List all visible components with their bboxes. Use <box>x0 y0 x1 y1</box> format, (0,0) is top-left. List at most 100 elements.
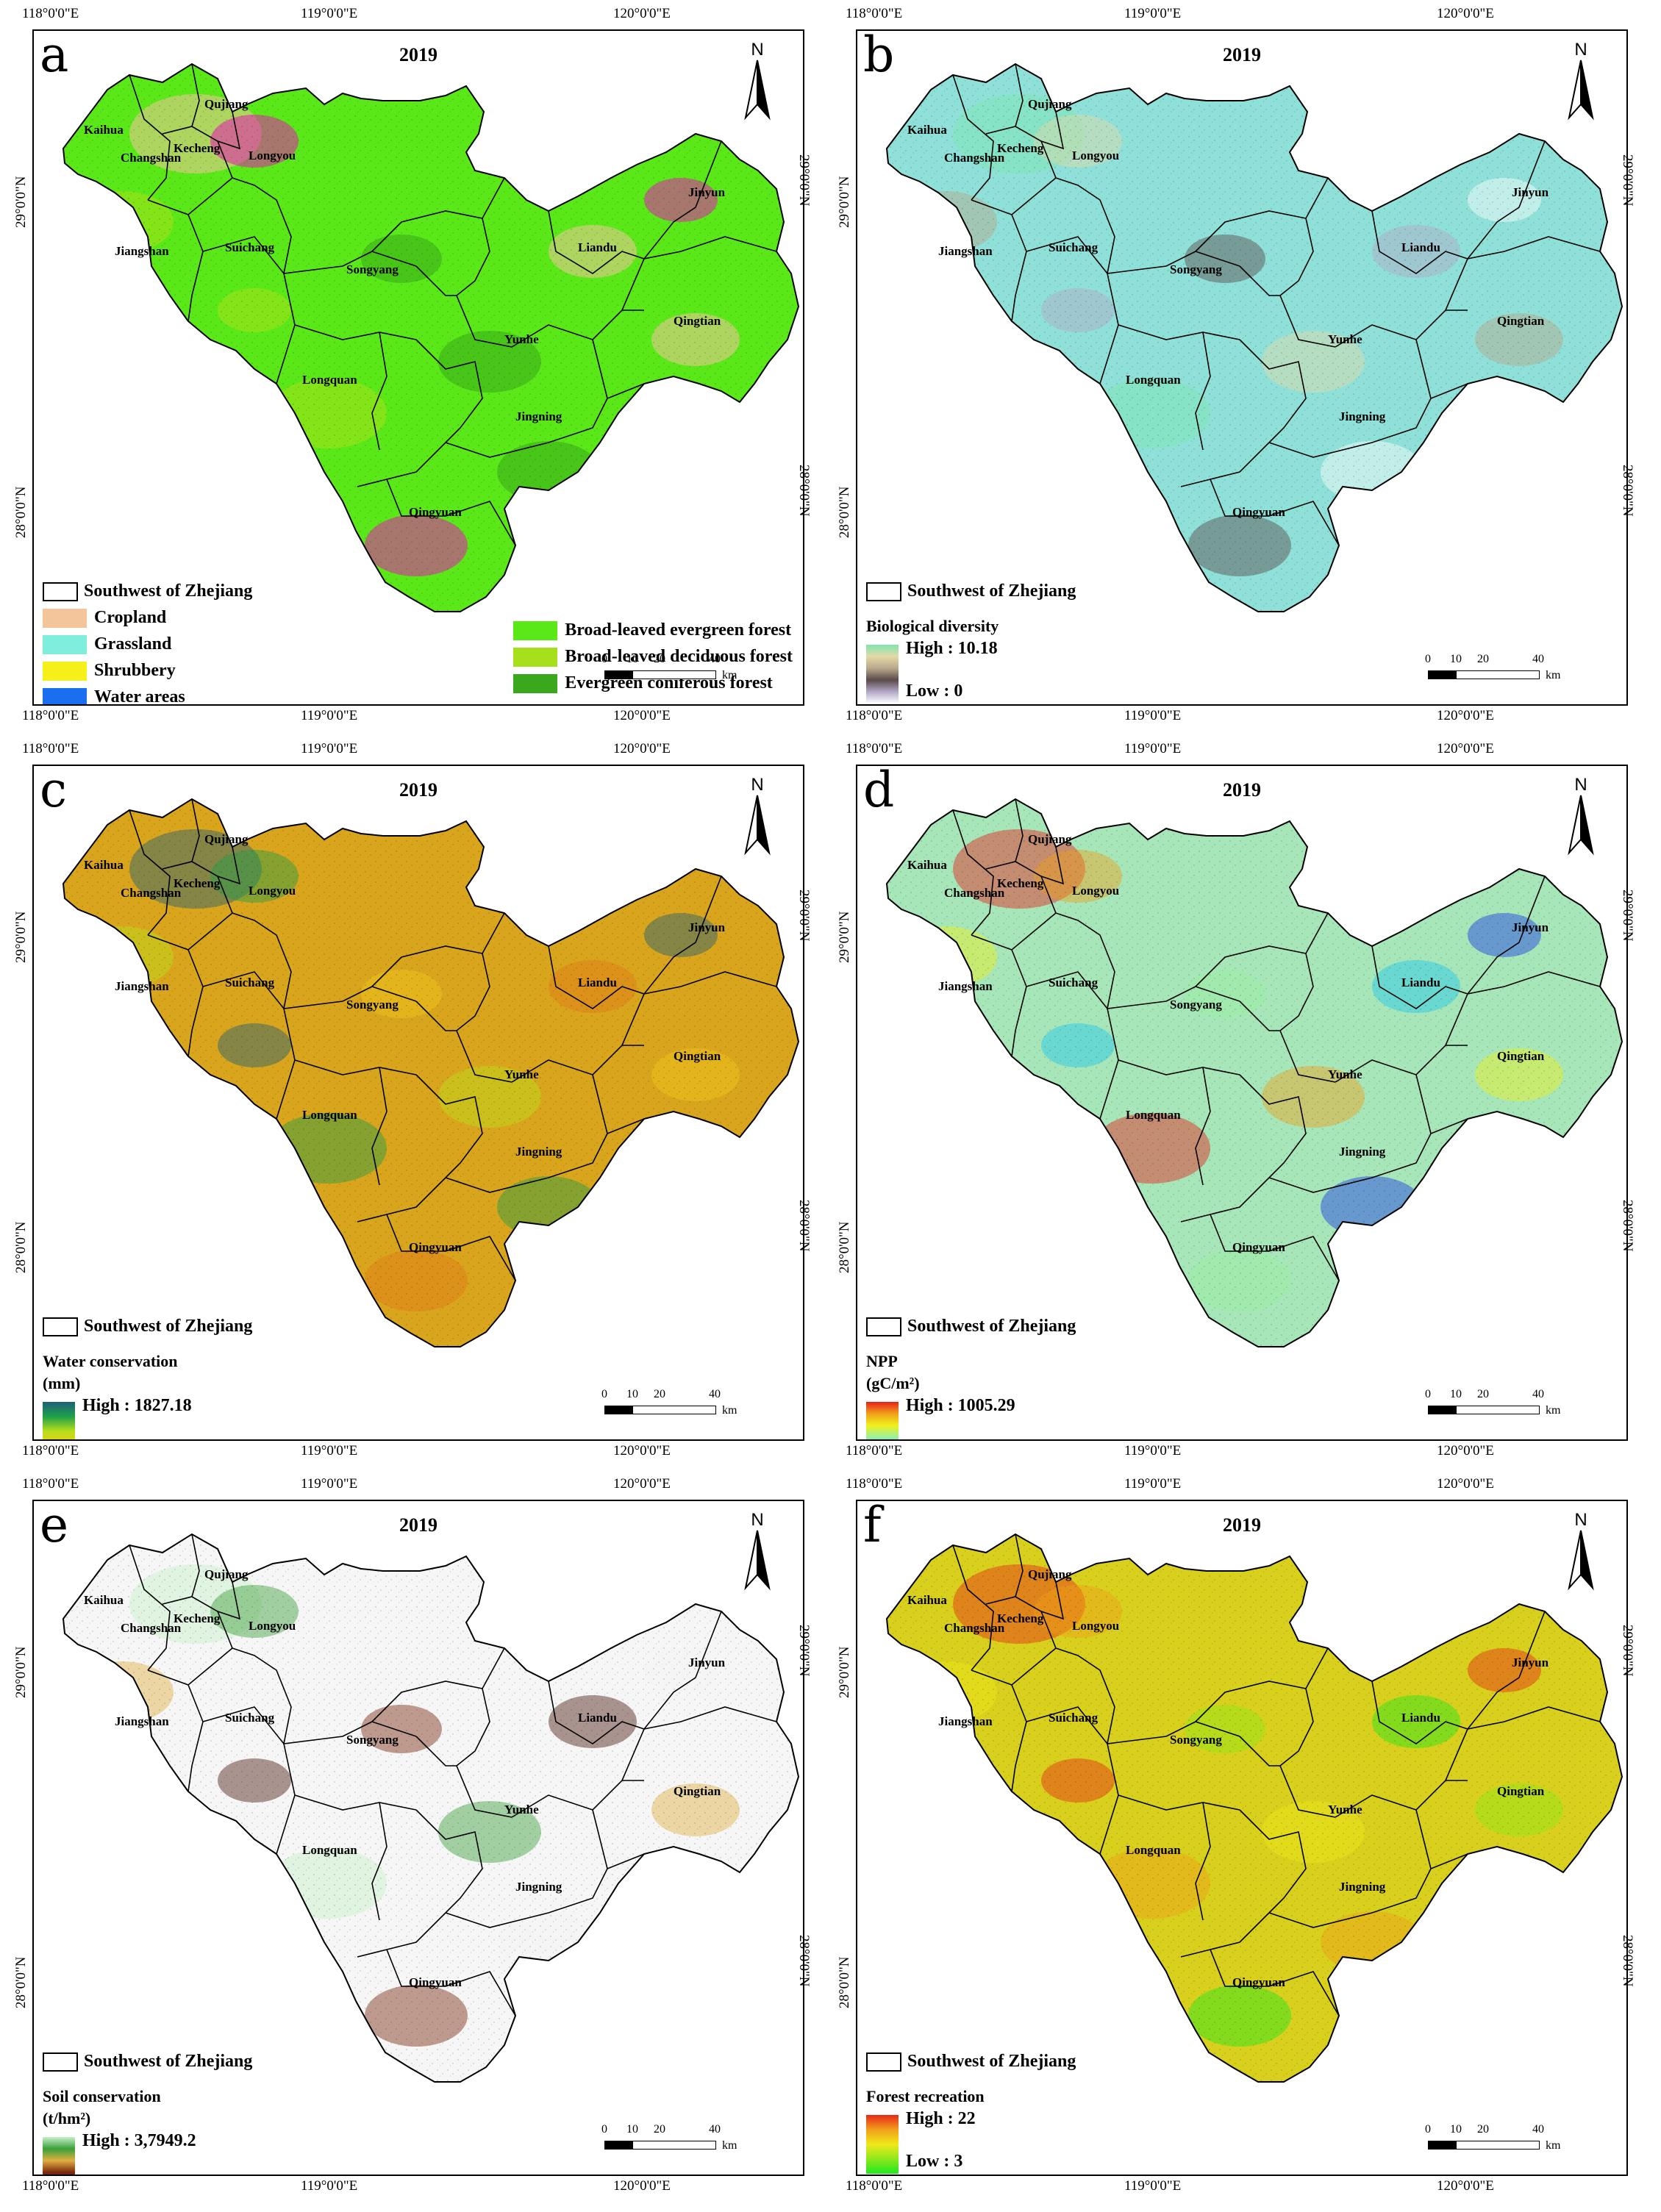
label-qingyuan: Qingyuan <box>409 1975 462 1989</box>
label-suichang: Suichang <box>225 240 275 254</box>
label-kecheng: Kecheng <box>174 141 221 155</box>
class-label: Water areas <box>94 687 185 706</box>
label-qingyuan: Qingyuan <box>409 505 462 519</box>
label-qingyuan: Qingyuan <box>1232 1975 1285 1989</box>
label-suichang: Suichang <box>1049 1711 1099 1725</box>
lat-tick-29: 29°0'0"N <box>837 911 852 964</box>
lon-tick-119-bottom: 119°0'0"E <box>1124 708 1182 723</box>
scale-unit: km <box>1546 1404 1561 1417</box>
ramp-low: Low : 242.298 <box>906 1439 1011 1441</box>
scale-label-40: 40 <box>709 1388 721 1400</box>
scale-label-40: 40 <box>1532 2123 1544 2136</box>
label-changshan: Changshan <box>121 1621 182 1635</box>
legend-unit: (t/hm²) <box>43 2109 91 2127</box>
label-yunhe: Yunhe <box>1328 1803 1362 1817</box>
ramp-low: Low : 0 <box>906 681 963 701</box>
label-yunhe: Yunhe <box>504 1067 539 1081</box>
lat-tick-29-right: 29°0'0"N <box>1620 154 1635 207</box>
label-jiangshan: Jiangshan <box>115 979 169 993</box>
legend-title: Soil conservation <box>43 2087 161 2105</box>
label-longyou: Longyou <box>249 148 296 162</box>
label-longyou: Longyou <box>1072 884 1119 898</box>
legend-forest-class: Broad-leaved deciduous forest <box>513 644 793 670</box>
label-kaihua: Kaihua <box>907 123 947 137</box>
ramp-bar <box>866 2115 899 2174</box>
lon-tick-118: 118°0'0"E <box>846 6 903 21</box>
label-kaihua: Kaihua <box>907 858 947 872</box>
lat-tick-28: 28°0'0"N <box>13 486 29 539</box>
label-longquan: Longquan <box>1126 1843 1181 1857</box>
label-longyou: Longyou <box>249 1619 296 1633</box>
class-label: Shrubbery <box>94 661 176 680</box>
lat-tick-29-right: 29°0'0"N <box>796 890 812 942</box>
scale-bar-graphic <box>604 670 716 679</box>
legend-ramp: Southwest of Zhejiang NPP (gC/m²) High : 10… <box>866 1314 1076 1441</box>
boundary-swatch <box>866 2052 901 2072</box>
label-jinyun: Jinyun <box>1512 185 1549 199</box>
scale-label-0: 0 <box>601 1388 607 1400</box>
label-kecheng: Kecheng <box>997 141 1044 155</box>
label-kecheng: Kecheng <box>997 876 1044 890</box>
legend-forest: Broad-leaved evergreen forest Broad-leave… <box>513 618 793 697</box>
legend-class: Shrubbery <box>43 658 252 684</box>
panel-letter: e <box>40 1500 69 1553</box>
lat-tick-28: 28°0'0"N <box>837 1221 852 1274</box>
label-jiangshan: Jiangshan <box>115 1714 169 1728</box>
label-jinyun: Jinyun <box>1512 920 1549 934</box>
county-boundaries <box>952 63 1601 546</box>
map-frame: Kaihua Qujiang Kecheng Changshan Longyou… <box>32 29 804 706</box>
label-qingyuan: Qingyuan <box>1232 1240 1285 1254</box>
ramp-high: High : 3,7949.2 <box>82 2131 196 2150</box>
scale-label-40: 40 <box>709 2123 721 2136</box>
lat-tick-29-right: 29°0'0"N <box>796 154 812 207</box>
north-arrow: N <box>1559 775 1603 856</box>
legend-boundary: Southwest of Zhejiang <box>43 1314 252 1340</box>
legend-ramp: Southwest of Zhejiang Forest recreation Hi… <box>866 2049 1076 2175</box>
label-longyou: Longyou <box>1072 1619 1119 1633</box>
boundary-swatch <box>866 1317 901 1337</box>
label-liandu: Liandu <box>578 976 617 989</box>
lat-tick-28-right: 28°0'0"N <box>1620 465 1635 517</box>
legend-boundary: Southwest of Zhejiang <box>43 2049 252 2075</box>
scale-unit: km <box>722 2139 737 2152</box>
scale-unit: km <box>722 669 737 681</box>
label-kaihua: Kaihua <box>84 1593 124 1607</box>
color-ramp: High : 1827.18 Low : 183.995 <box>43 1396 252 1439</box>
map-panel-a: Kaihua Qujiang Kecheng Changshan Longyou… <box>10 6 826 735</box>
lon-tick-118-bottom: 118°0'0"E <box>22 708 79 723</box>
label-jinyun: Jinyun <box>1512 1656 1549 1669</box>
label-changshan: Changshan <box>944 151 1005 165</box>
lon-tick-120-bottom: 120°0'0"E <box>1437 708 1494 723</box>
lon-tick-119-bottom: 119°0'0"E <box>1124 1443 1182 1458</box>
lon-tick-120: 120°0'0"E <box>613 6 671 21</box>
map-canvas: Kaihua Qujiang Kecheng Changshan Longyou… <box>62 63 799 612</box>
label-qujiang: Qujiang <box>1028 832 1072 846</box>
legend-title: Biological diversity <box>866 617 999 635</box>
map-panel-e: Kaihua Qujiang Kecheng Changshan Longyou… <box>10 1476 826 2205</box>
class-swatch <box>43 609 87 629</box>
north-arrow: N <box>735 1510 779 1591</box>
legend-unit: (gC/m²) <box>866 1374 920 1392</box>
class-label: Grassland <box>94 634 172 654</box>
panel-year: 2019 <box>1223 1514 1261 1536</box>
boundary-swatch <box>43 582 78 602</box>
scale-bar-graphic <box>1428 2141 1540 2150</box>
lon-tick-120: 120°0'0"E <box>613 1476 671 1492</box>
label-longyou: Longyou <box>1072 148 1119 162</box>
lat-tick-28: 28°0'0"N <box>837 1956 852 2009</box>
label-songyang: Songyang <box>1170 998 1222 1012</box>
legend-forest-class: Broad-leaved evergreen forest <box>513 618 793 644</box>
label-yunhe: Yunhe <box>504 332 539 346</box>
scale-label-0: 0 <box>1425 653 1431 665</box>
label-qingtian: Qingtian <box>674 1784 721 1798</box>
label-suichang: Suichang <box>1049 976 1099 989</box>
county-labels: Kaihua Qujiang Kecheng Changshan Longyou… <box>907 97 1549 519</box>
map-canvas: Kaihua Qujiang Kecheng Changshan Longyou… <box>62 1533 799 2083</box>
lat-tick-28-right: 28°0'0"N <box>1620 1935 1635 1987</box>
lon-tick-120-bottom: 120°0'0"E <box>1437 2178 1494 2194</box>
panel-year: 2019 <box>399 779 437 801</box>
class-label: Broad-leaved evergreen forest <box>565 620 792 640</box>
label-qujiang: Qujiang <box>204 97 249 111</box>
legend-boundary: Southwest of Zhejiang <box>866 2049 1076 2075</box>
class-swatch <box>43 688 87 704</box>
